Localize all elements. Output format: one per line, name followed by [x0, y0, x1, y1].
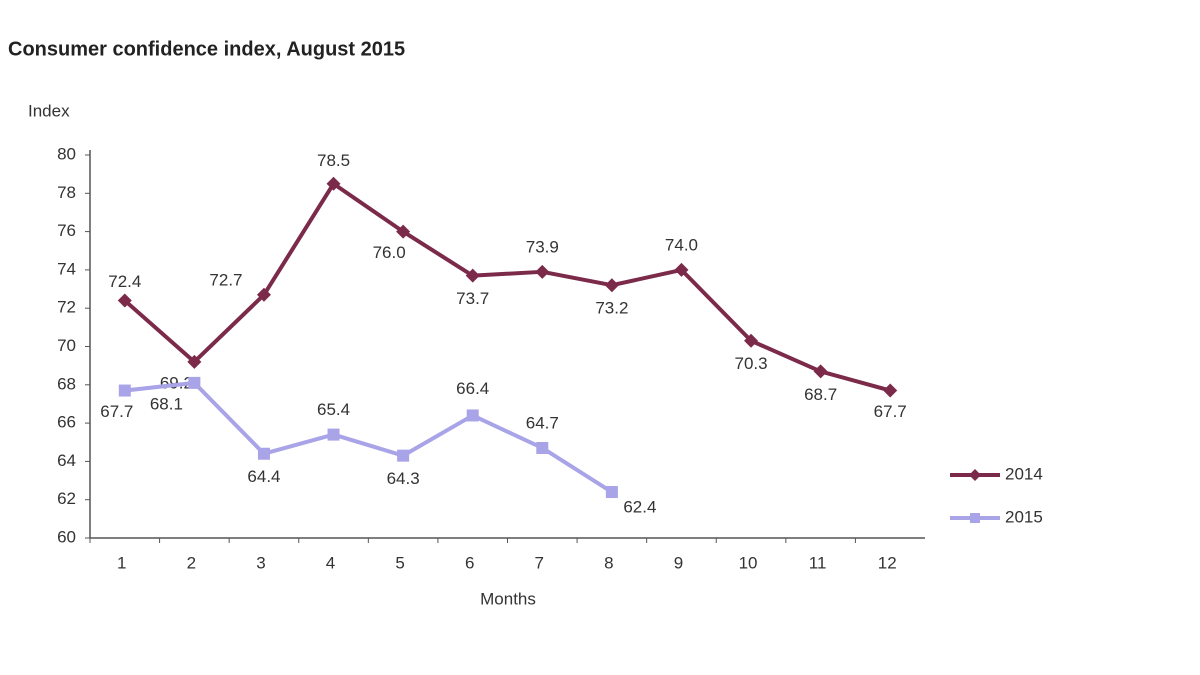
- point-marker: [605, 486, 618, 499]
- data-label: 67.7: [874, 402, 907, 421]
- point-marker: [256, 287, 271, 302]
- x-tick-label: 12: [878, 553, 897, 572]
- x-tick-label: 10: [739, 553, 758, 572]
- point-marker: [536, 441, 549, 454]
- x-tick-label: 2: [187, 553, 196, 572]
- y-tick-label: 80: [57, 144, 76, 163]
- x-tick-label: 6: [465, 553, 474, 572]
- data-label: 73.7: [456, 289, 489, 308]
- series-line: [124, 380, 613, 494]
- data-label: 72.4: [108, 272, 141, 291]
- x-tick-label: 4: [326, 553, 335, 572]
- x-tick-label: 9: [674, 553, 683, 572]
- point-marker: [883, 383, 898, 398]
- point-marker: [397, 449, 410, 462]
- series-line: [123, 181, 891, 393]
- point-marker: [188, 376, 201, 389]
- x-tick-label: 7: [535, 553, 544, 572]
- data-label: 72.7: [209, 270, 242, 289]
- point-marker: [187, 354, 202, 369]
- y-tick-label: 64: [57, 451, 76, 470]
- point-marker: [674, 262, 689, 277]
- x-axis-label: Months: [480, 589, 536, 608]
- data-label: 64.7: [526, 413, 559, 432]
- x-tick-label: 5: [395, 553, 404, 572]
- point-marker: [744, 333, 759, 348]
- x-tick-label: 1: [117, 553, 126, 572]
- y-tick-label: 78: [57, 183, 76, 202]
- point-marker: [396, 224, 411, 239]
- point-marker: [327, 428, 340, 441]
- chart-title: Consumer confidence index, August 2015: [8, 38, 405, 60]
- data-label: 70.3: [734, 354, 767, 373]
- legend-label: 2015: [1005, 507, 1043, 526]
- data-label: 65.4: [317, 400, 350, 419]
- legend-label: 2014: [1005, 464, 1043, 483]
- point-marker: [604, 278, 619, 293]
- data-label: 67.7: [100, 402, 133, 421]
- y-tick-label: 66: [57, 413, 76, 432]
- y-axis-label: Index: [28, 101, 70, 120]
- y-tick-label: 70: [57, 336, 76, 355]
- data-label: 62.4: [623, 498, 656, 517]
- point-marker: [117, 293, 132, 308]
- point-marker: [535, 264, 550, 279]
- data-label: 66.4: [456, 379, 489, 398]
- point-marker: [466, 409, 479, 422]
- y-tick-label: 76: [57, 221, 76, 240]
- data-label: 74.0: [665, 235, 698, 254]
- data-label: 68.1: [150, 394, 183, 413]
- x-tick-label: 8: [604, 553, 613, 572]
- x-tick-label: 11: [809, 553, 827, 572]
- data-label: 73.9: [526, 237, 559, 256]
- y-tick-label: 72: [57, 298, 76, 317]
- legend-marker: [969, 469, 981, 481]
- x-tick-label: 3: [256, 553, 265, 572]
- y-tick-label: 62: [57, 489, 76, 508]
- data-label: 73.2: [595, 299, 628, 318]
- data-label: 68.7: [804, 385, 837, 404]
- data-label: 78.5: [317, 151, 350, 170]
- point-marker: [465, 268, 480, 283]
- point-marker: [118, 384, 131, 397]
- y-tick-label: 60: [57, 527, 76, 546]
- data-label: 64.4: [247, 467, 280, 486]
- point-marker: [326, 176, 341, 191]
- legend-marker: [970, 513, 980, 523]
- data-label: 76.0: [373, 243, 406, 262]
- point-marker: [813, 364, 828, 379]
- data-label: 64.3: [387, 469, 420, 488]
- point-marker: [257, 447, 270, 460]
- y-tick-label: 74: [57, 259, 76, 278]
- y-tick-label: 68: [57, 374, 76, 393]
